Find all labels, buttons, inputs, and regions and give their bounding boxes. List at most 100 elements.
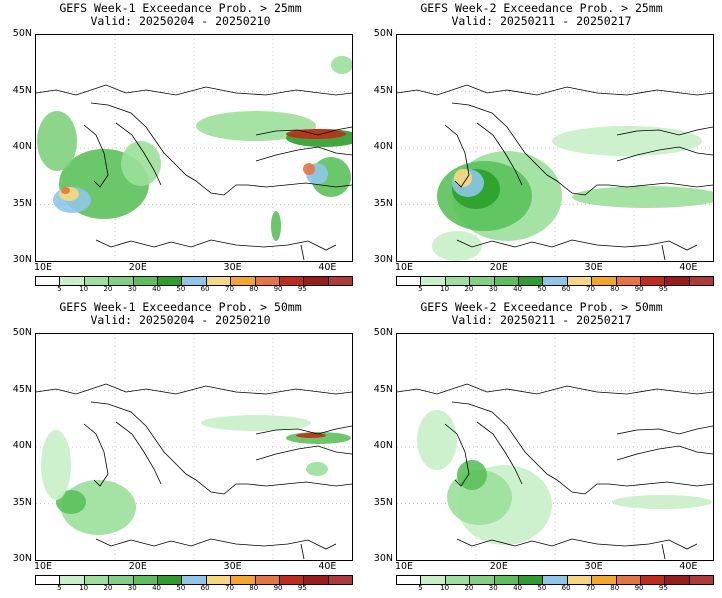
- colorbar-swatch: [397, 576, 422, 584]
- colorbar-swatch: [543, 277, 568, 285]
- colorbar-swatch: [36, 576, 61, 584]
- panel-valid-dates: Valid: 20250204 - 20250210: [90, 14, 271, 28]
- lon-label: 10E: [394, 262, 414, 273]
- colorbar-label: 20: [103, 285, 113, 293]
- map-panel: GEFS Week-1 Exceedance Prob. > 50mm Vali…: [0, 299, 361, 598]
- map-panel: GEFS Week-2 Exceedance Prob. > 50mm Vali…: [361, 299, 722, 598]
- panel-valid-dates: Valid: 20250204 - 20250210: [90, 313, 271, 327]
- lon-label: 30E: [584, 561, 603, 572]
- lon-label: 40E: [679, 262, 698, 273]
- prob-region: [454, 169, 472, 187]
- prob-region: [41, 430, 71, 500]
- panel-title: GEFS Week-2 Exceedance Prob. > 50mm: [420, 300, 663, 314]
- colorbar-swatch: [109, 277, 134, 285]
- colorbar-label: 70: [585, 584, 595, 592]
- panel-valid-dates: Valid: 20250211 - 20250217: [451, 313, 632, 327]
- colorbar-swatch: [157, 277, 183, 285]
- lon-label: 20E: [489, 262, 508, 273]
- lat-label: 45N: [373, 84, 393, 96]
- colorbar-swatch: [689, 277, 714, 285]
- colorbar-swatch: [616, 277, 641, 285]
- colorbar-swatch: [494, 576, 519, 584]
- colorbar-swatch: [518, 277, 544, 285]
- colorbar-swatch: [543, 576, 568, 584]
- colorbar-label: 20: [464, 584, 474, 592]
- colorbar-swatch: [470, 277, 495, 285]
- lat-label: 40N: [12, 440, 32, 451]
- prob-region: [417, 410, 457, 470]
- colorbar-label: 20: [103, 584, 113, 592]
- colorbar-label: 70: [585, 285, 595, 293]
- colorbar-swatch: [206, 576, 232, 584]
- colorbar-swatch: [304, 277, 329, 285]
- colorbar-label: 10: [440, 285, 450, 293]
- lat-label: 35N: [12, 496, 32, 508]
- colorbar-label: 60: [561, 285, 571, 293]
- colorbar-swatch: [182, 277, 207, 285]
- map-panel: GEFS Week-2 Exceedance Prob. > 25mm Vali…: [361, 0, 722, 299]
- prob-region: [432, 231, 482, 261]
- prob-region: [303, 163, 315, 175]
- colorbar-swatch: [592, 277, 617, 285]
- colorbar-label: 90: [273, 584, 283, 592]
- colorbar-label: 95: [297, 285, 307, 293]
- colorbar-label: 30: [127, 285, 137, 293]
- lon-label: 40E: [318, 262, 337, 273]
- colorbar-swatch: [518, 576, 544, 584]
- lat-label: 40N: [373, 141, 393, 152]
- colorbar-label: 30: [488, 584, 498, 592]
- map-area: [35, 34, 353, 262]
- colorbar: [35, 575, 353, 585]
- lat-label: 35N: [373, 197, 393, 209]
- colorbar-label: 70: [224, 584, 234, 592]
- prob-region: [37, 111, 77, 171]
- colorbar-swatch: [84, 576, 110, 584]
- colorbar-label: 60: [200, 285, 210, 293]
- colorbar-label: 95: [658, 285, 668, 293]
- lon-label: 30E: [223, 262, 242, 273]
- colorbar-label: 80: [249, 584, 259, 592]
- colorbar-swatch: [640, 277, 666, 285]
- colorbar-swatch: [640, 576, 666, 584]
- colorbar-label: 40: [152, 285, 161, 293]
- colorbar-label: 20: [464, 285, 474, 293]
- prob-region: [572, 186, 713, 208]
- panel-valid-dates: Valid: 20250211 - 20250217: [451, 14, 632, 28]
- colorbar-label: 50: [537, 285, 547, 293]
- colorbar-label: 5: [57, 584, 62, 592]
- colorbar-swatch: [665, 576, 690, 584]
- map-area: [396, 333, 714, 561]
- colorbar-swatch: [133, 576, 158, 584]
- map-area: [35, 333, 353, 561]
- colorbar-swatch: [279, 576, 305, 584]
- colorbar-swatch: [255, 576, 280, 584]
- prob-region: [457, 460, 487, 490]
- colorbar-swatch: [206, 277, 232, 285]
- colorbar-swatch: [689, 576, 714, 584]
- colorbar-label: 5: [57, 285, 62, 293]
- map-svg: [397, 35, 713, 261]
- prob-region: [196, 111, 316, 141]
- lat-label: 30N: [12, 553, 32, 564]
- panel-title: GEFS Week-1 Exceedance Prob. > 25mm: [59, 1, 302, 15]
- lon-label: 20E: [128, 262, 147, 273]
- colorbar-label: 95: [658, 584, 668, 592]
- colorbar-swatch: [36, 277, 61, 285]
- lon-label: 40E: [679, 561, 698, 572]
- lat-label: 40N: [12, 141, 32, 152]
- map-svg: [397, 334, 713, 560]
- colorbar-swatch: [279, 277, 305, 285]
- colorbar-swatch: [60, 576, 85, 584]
- colorbar-swatch: [157, 576, 183, 584]
- colorbar: [396, 575, 714, 585]
- lon-label: 30E: [223, 561, 242, 572]
- colorbar-swatch: [421, 576, 446, 584]
- colorbar-swatch: [231, 576, 256, 584]
- prob-region: [56, 490, 86, 514]
- colorbar-label: 40: [152, 584, 161, 592]
- colorbar-swatch: [567, 277, 593, 285]
- colorbar-label: 10: [79, 285, 89, 293]
- lat-label: 50N: [12, 28, 32, 39]
- colorbar-swatch: [616, 576, 641, 584]
- colorbar-label: 10: [440, 584, 450, 592]
